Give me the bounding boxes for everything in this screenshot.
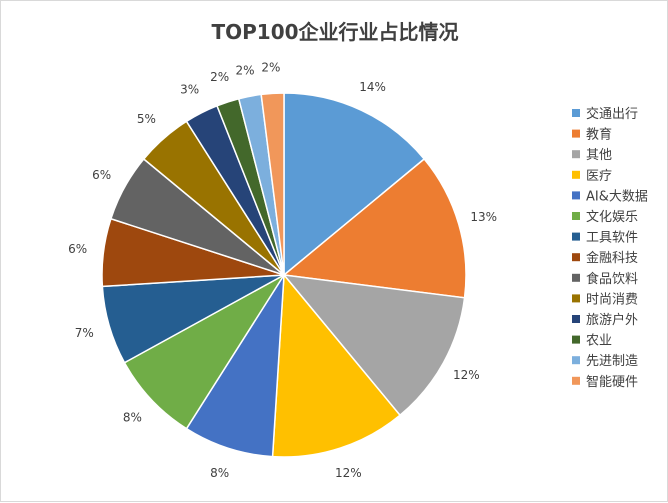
data-label-交通出行: 14% [359, 80, 386, 94]
legend-label-先进制造: 先进制造 [586, 354, 638, 369]
legend-label-时尚消费: 时尚消费 [586, 292, 638, 307]
data-label-旅游户外: 3% [180, 83, 199, 97]
legend-label-其他: 其他 [586, 148, 612, 163]
data-label-先进制造: 2% [235, 64, 254, 78]
legend-swatch-aiand大数据 [572, 191, 580, 200]
data-label-其他: 12% [453, 368, 480, 382]
chart-title: TOP100企业行业占比情况 [211, 20, 458, 44]
legend-label-交通出行: 交通出行 [586, 106, 638, 122]
legend-swatch-教育 [572, 129, 580, 138]
legend-swatch-时尚消费 [572, 294, 580, 303]
legend-swatch-食品饮料 [572, 273, 580, 282]
pie-slices [101, 92, 467, 458]
legend-label-文化娱乐: 文化娱乐 [586, 210, 638, 225]
legend-label-金融科技: 金融科技 [586, 250, 638, 266]
legend-label-旅游户外: 旅游户外 [586, 312, 638, 328]
pie-slice-文化娱乐 [123, 274, 285, 430]
legend-label-aiand大数据: AI&大数据 [586, 189, 648, 204]
pie-slice-医疗 [271, 273, 402, 458]
legend-label-食品饮料: 食品饮料 [586, 271, 638, 287]
legend-label-智能硬件: 智能硬件 [586, 375, 638, 390]
legend-swatch-先进制造 [572, 356, 580, 365]
legend-label-工具软件: 工具软件 [586, 231, 638, 246]
pie-slice-其他 [282, 274, 466, 417]
data-label-时尚消费: 5% [137, 112, 156, 126]
data-label-医疗: 12% [335, 466, 362, 480]
legend-label-医疗: 医疗 [586, 169, 612, 184]
legend-label-教育: 教育 [586, 127, 612, 143]
legend-swatch-其他 [572, 150, 580, 159]
legend-swatch-金融科技 [572, 253, 580, 262]
legend-label-农业: 农业 [586, 334, 612, 349]
legend-swatch-文化娱乐 [572, 212, 580, 220]
legend-swatch-农业 [572, 335, 580, 344]
data-label-教育: 13% [470, 210, 497, 224]
data-label-aiand大数据: 8% [210, 466, 229, 480]
legend-swatch-工具软件 [572, 232, 580, 241]
data-label-文化娱乐: 8% [123, 410, 142, 424]
data-label-金融科技: 6% [68, 242, 87, 256]
legend-swatch-医疗 [572, 170, 580, 179]
data-label-工具软件: 7% [75, 326, 94, 340]
pie-slice-教育 [282, 157, 467, 299]
data-label-食品饮料: 6% [92, 168, 111, 182]
legend-swatch-交通出行 [572, 109, 580, 117]
data-labels: 14% 13% 12% 12% 8% 8% 7% 6% 6% 5% 3% 2% 2% 2% [68, 60, 497, 479]
pie-slice-交通出行 [283, 92, 426, 277]
pie-slice-aiand大数据 [185, 274, 285, 458]
legend-swatch-旅游户外 [572, 315, 580, 323]
data-label-智能硬件: 2% [261, 60, 280, 74]
pie-slice-智能硬件 [260, 92, 285, 276]
data-label-农业: 2% [210, 70, 229, 84]
legend-swatch-智能硬件 [572, 376, 580, 385]
